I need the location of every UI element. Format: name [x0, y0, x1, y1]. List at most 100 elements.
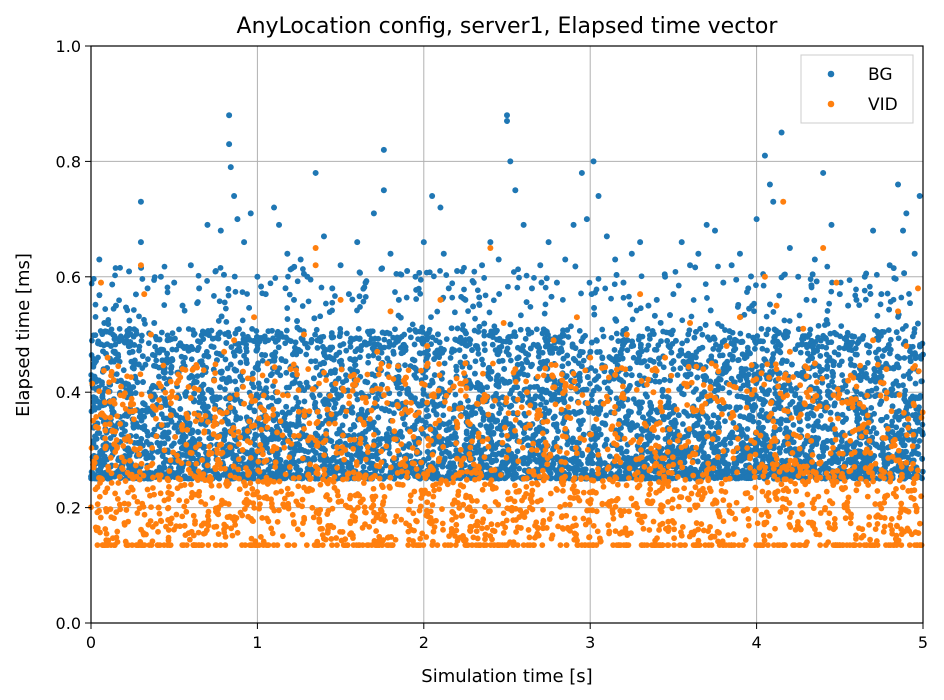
bg-cloud-point	[810, 342, 817, 349]
bg-cloud-point	[398, 350, 405, 357]
bg-cloud-point	[138, 337, 145, 344]
bg-cloud-point	[188, 356, 195, 363]
bg-cloud-point	[611, 347, 618, 353]
bg-cloud-point	[176, 326, 182, 333]
bg-cloud-point	[838, 323, 845, 330]
bg-cloud-point	[365, 353, 372, 359]
bg-cloud-point	[232, 288, 239, 295]
bg-cloud-point	[88, 337, 95, 344]
bg-cloud-point	[585, 456, 591, 463]
bg-cloud-point	[161, 440, 168, 447]
bg-cloud-point	[505, 334, 512, 341]
bg-cloud-point	[722, 327, 728, 333]
bg-cloud-point	[259, 357, 266, 364]
bg-cloud-point	[195, 299, 201, 305]
bg-cloud-point	[305, 298, 312, 305]
bg-cloud-point	[293, 463, 300, 470]
bg-cloud-point	[713, 424, 720, 431]
bg-cloud-point	[481, 275, 488, 281]
bg-cloud-point	[727, 440, 734, 447]
bg-cloud-point	[299, 266, 306, 272]
bg-cloud-point	[88, 280, 95, 287]
bg-cloud-point	[164, 289, 171, 296]
bg-cloud-point	[195, 428, 201, 435]
bg-cloud-point	[817, 353, 824, 359]
bg-cloud-point	[141, 316, 147, 323]
bg-cloud-point	[852, 351, 859, 358]
bg-cloud-point	[718, 323, 725, 330]
bg-cloud-point	[893, 424, 900, 431]
bg-cloud-point	[584, 374, 591, 381]
bg-cloud-point	[107, 435, 114, 441]
bg-cloud-point	[594, 337, 600, 344]
bg-cloud-point	[517, 326, 524, 333]
bg-cloud-point	[606, 453, 613, 460]
bg-cloud-point	[786, 318, 793, 324]
bg-cloud-point	[244, 291, 250, 297]
bg-cloud-point	[723, 403, 730, 410]
bg-cloud-point	[895, 382, 902, 389]
bg-cloud-point	[308, 358, 314, 365]
bg-cloud-point	[390, 342, 397, 348]
bg-cloud-point	[836, 344, 843, 351]
bg-cloud-point	[161, 263, 168, 270]
bg-cloud-point	[807, 326, 814, 333]
bg-cloud-point	[770, 309, 777, 315]
bg-cloud-point	[911, 326, 918, 332]
bg-cloud-point	[741, 414, 747, 421]
bg-cloud-point	[193, 379, 200, 385]
bg-cloud-point	[327, 470, 333, 476]
bg-cloud-point	[125, 445, 132, 452]
bg-cloud-point	[805, 423, 812, 429]
bg-cloud-point	[672, 268, 679, 275]
chart-title: AnyLocation config, server1, Elapsed tim…	[237, 14, 779, 39]
bg-cloud-point	[516, 274, 522, 281]
bg-cloud-point	[360, 463, 367, 470]
bg-cloud-point	[270, 383, 276, 389]
bg-cloud-point	[704, 415, 711, 421]
bg-cloud-point	[275, 344, 282, 351]
bg-cloud-point	[835, 351, 842, 358]
bg-cloud-point	[177, 438, 184, 445]
bg-cloud-point	[407, 334, 414, 341]
bg-cloud-point	[711, 475, 718, 482]
bg-cloud-point	[818, 412, 824, 419]
bg-cloud-point	[550, 461, 557, 467]
bg-cloud-point	[194, 373, 201, 380]
bg-cloud-point	[901, 355, 908, 361]
bg-cloud-point	[559, 296, 566, 303]
bg-cloud-point	[578, 461, 584, 468]
bg-cloud-point	[608, 295, 614, 302]
bg-cloud-point	[828, 288, 835, 295]
bg-cloud-point	[520, 342, 527, 349]
bg-cloud-point	[196, 394, 203, 400]
bg-cloud-point	[145, 356, 151, 363]
bg-cloud-point	[440, 412, 447, 419]
bg-cloud-point	[362, 293, 369, 300]
bg-cloud-point	[582, 332, 589, 339]
bg-cloud-point	[326, 309, 333, 315]
bg-cloud-point	[512, 333, 519, 340]
bg-cloud-point	[239, 317, 246, 324]
bg-cloud-point	[884, 290, 891, 297]
bg-cloud-point	[312, 358, 319, 365]
bg-cloud-point	[638, 273, 645, 280]
bg-cloud-point	[726, 334, 733, 341]
bg-cloud-point	[449, 294, 456, 301]
bg-cloud-point	[269, 327, 275, 334]
bg-cloud-point	[222, 305, 229, 312]
bg-cloud-point	[851, 362, 858, 369]
bg-cloud-point	[449, 280, 456, 287]
bg-cloud-point	[543, 399, 550, 406]
bg-cloud-point	[354, 396, 361, 403]
bg-cloud-point	[866, 283, 873, 290]
bg-cloud-point	[278, 462, 285, 469]
bg-cloud-point	[475, 328, 482, 335]
bg-cloud-point	[712, 341, 719, 348]
bg-cloud-point	[873, 271, 880, 278]
bg-cloud-point	[522, 335, 529, 342]
bg-cloud-point	[221, 427, 228, 433]
bg-cloud-point	[613, 395, 620, 402]
bg-cloud-point	[228, 344, 235, 350]
bg-cloud-point	[728, 434, 735, 441]
